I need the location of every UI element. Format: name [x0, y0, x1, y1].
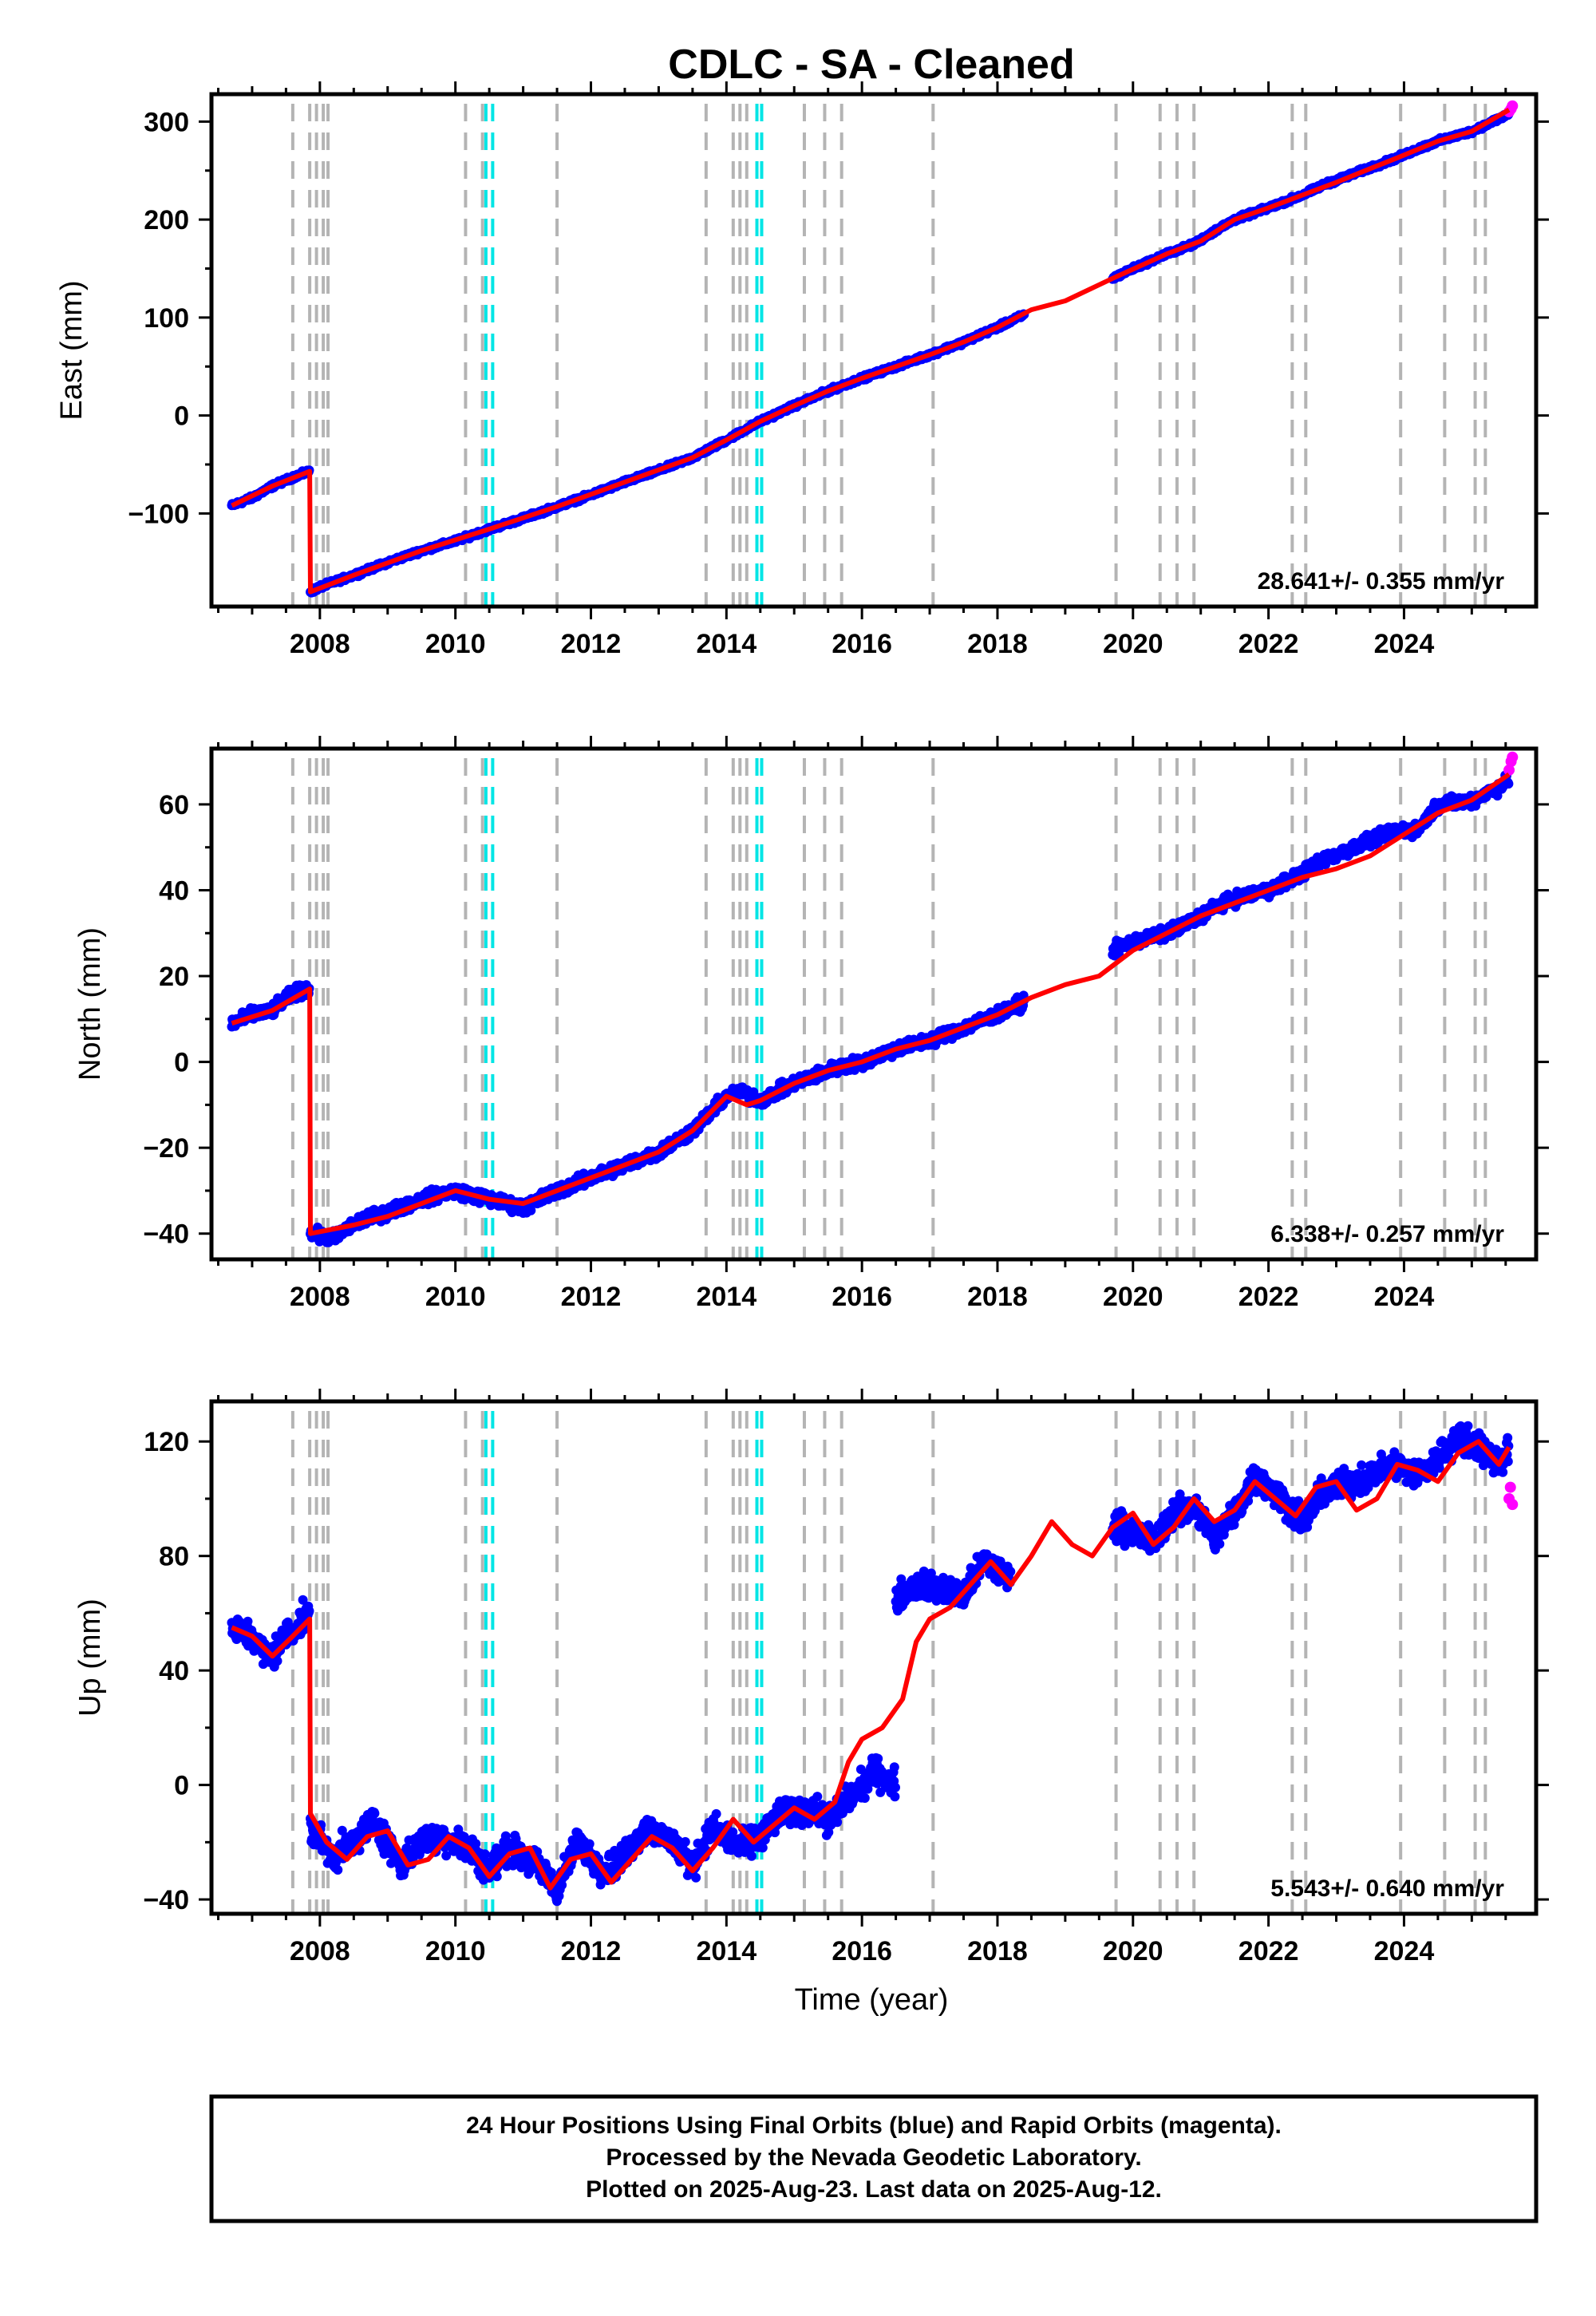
x-tick-label: 2010 [425, 629, 486, 659]
panel-1: 2008 2010 2012 2014 2016 2018 2020 2022 2024 −100… [55, 81, 1549, 659]
x-tick-label: 2008 [290, 629, 350, 659]
model-fit-line [231, 108, 1511, 595]
rapid-orbit-points [1503, 100, 1519, 118]
y-tick-label: 0 [174, 401, 189, 432]
panel-2: 2008 2010 2012 2014 2016 2018 2020 2022 2024−40−… [73, 736, 1549, 1312]
panels-group: 2008 2010 2012 2014 2016 2018 2020 2022 2024 −100… [55, 81, 1549, 1966]
y-tick-label: 300 [144, 107, 189, 137]
x-tick-label: 2014 [696, 629, 757, 659]
velocity-rate-label: 28.641+/- 0.355 mm/yr [1258, 568, 1505, 595]
x-tick-label: 2016 [832, 629, 892, 659]
panel-frame [209, 92, 1539, 609]
chart-title: CDLC - SA - Cleaned [668, 41, 1074, 88]
x-tick-label: 2018 [967, 629, 1028, 659]
x-tick-label: 2020 [1103, 629, 1163, 659]
rapid-orbit-point [1507, 100, 1519, 112]
x-tick-label: 2012 [561, 629, 622, 659]
final-orbit-points-segment-1 [227, 980, 314, 1032]
x-tick-label: 2024 [1374, 629, 1435, 659]
y-tick-label: 200 [144, 205, 189, 235]
y-tick-label: 100 [144, 303, 189, 334]
x-tick-label: 2022 [1238, 629, 1299, 659]
y-tick-label: −100 [128, 499, 189, 529]
y-axis-label: East (mm) [55, 280, 89, 420]
